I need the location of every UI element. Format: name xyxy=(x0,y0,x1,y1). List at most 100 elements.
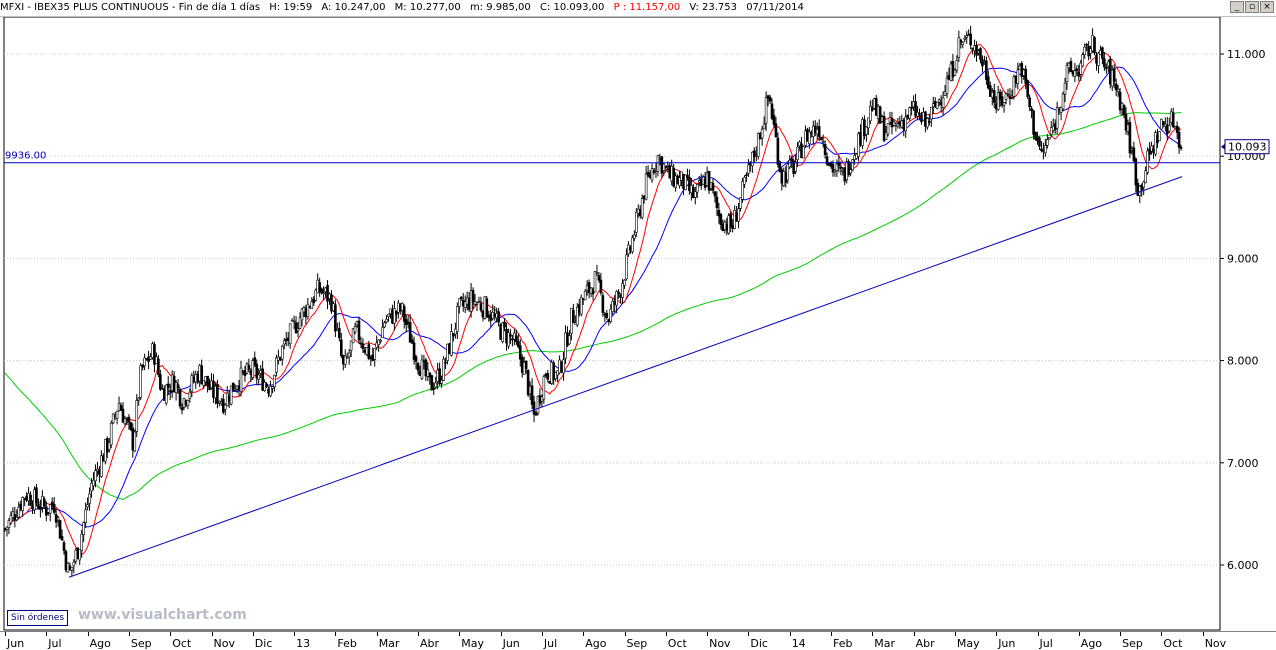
candle-body xyxy=(640,198,644,218)
candle-body xyxy=(9,515,13,524)
x-tick-label: Ago xyxy=(1080,637,1103,650)
maximize-button[interactable]: ▫ xyxy=(1245,1,1259,13)
candle-body xyxy=(292,320,296,323)
candle-body xyxy=(1101,47,1104,59)
candle-body xyxy=(1030,108,1033,111)
candle-body xyxy=(776,137,780,165)
candle-body xyxy=(1028,97,1031,108)
candle-body xyxy=(280,345,284,360)
x-tick xyxy=(707,632,709,636)
minimize-button[interactable]: _ xyxy=(1230,1,1244,13)
candle-body xyxy=(914,101,917,117)
trend-line xyxy=(68,176,1183,578)
x-tick-label: Jun xyxy=(502,637,520,650)
candle-body xyxy=(251,360,255,378)
candle-body xyxy=(326,284,329,302)
candle-body xyxy=(1128,122,1132,154)
x-tick-label: Jul xyxy=(48,637,62,650)
candle-body xyxy=(408,321,412,343)
candle-body xyxy=(778,161,782,172)
candle-body xyxy=(133,431,137,452)
candle-body xyxy=(202,380,205,386)
candle-body xyxy=(951,61,955,78)
candle-body xyxy=(1073,70,1077,77)
x-tick-label: May xyxy=(461,637,485,650)
ma-fast-line xyxy=(4,44,1182,556)
candle-body xyxy=(119,405,123,411)
candle-body xyxy=(306,303,310,318)
x-tick xyxy=(376,632,378,636)
x-tick xyxy=(541,632,543,636)
candle-body xyxy=(851,159,854,171)
candle-body xyxy=(955,59,959,71)
candle-body xyxy=(599,279,603,294)
candle-body xyxy=(1179,147,1183,149)
x-tick-label: Jul xyxy=(1039,637,1053,650)
candle-body xyxy=(501,322,504,343)
candle-body xyxy=(402,306,406,322)
candle-body xyxy=(7,520,11,528)
close-button[interactable]: × xyxy=(1260,1,1274,13)
candle-body xyxy=(1000,96,1004,106)
candle-body xyxy=(770,103,774,119)
candle-body xyxy=(159,374,162,390)
x-tick xyxy=(87,632,89,636)
symbol-label: MFXI - IBEX35 PLUS CONTINUOUS - Fin de d… xyxy=(0,2,261,13)
x-tick xyxy=(665,632,667,636)
x-tick xyxy=(5,632,6,636)
candle-body xyxy=(456,306,459,332)
candle-body xyxy=(910,107,913,109)
candle-body xyxy=(524,360,528,369)
x-tick-label: Nov xyxy=(709,637,731,650)
candle-body xyxy=(381,326,384,339)
candle-body xyxy=(58,520,62,539)
candle-body xyxy=(157,358,160,375)
candle-body xyxy=(1075,68,1079,72)
candle-body xyxy=(314,289,318,301)
candle-body xyxy=(357,320,361,341)
candle-body xyxy=(100,455,103,477)
price-chart[interactable]: 6.0007.0008.0009.00010.00011.0009936.001… xyxy=(0,17,1276,631)
window-controls: _ ▫ × xyxy=(1230,1,1274,13)
x-tick xyxy=(913,632,915,636)
x-tick xyxy=(211,632,213,636)
orders-button[interactable]: Sin órdenes xyxy=(7,610,69,626)
points-label: P : 11.157,00 xyxy=(613,2,681,13)
candle-body xyxy=(1158,131,1161,142)
candle-body xyxy=(633,234,636,239)
candle-body xyxy=(634,211,638,233)
candle-body xyxy=(664,166,668,168)
candle-body xyxy=(1026,80,1029,97)
x-tick xyxy=(1161,632,1163,636)
candle-body xyxy=(992,90,996,103)
candle-body xyxy=(479,303,483,311)
x-tick xyxy=(996,632,998,636)
candle-body xyxy=(88,493,91,504)
candle-body xyxy=(288,323,292,344)
candle-body xyxy=(515,335,518,343)
candle-body xyxy=(1154,132,1157,155)
candle-body xyxy=(385,318,388,323)
candle-body xyxy=(751,151,754,167)
candle-body xyxy=(143,357,146,367)
candle-body xyxy=(764,97,768,124)
candle-body xyxy=(1004,93,1008,100)
candle-body xyxy=(294,322,298,334)
x-tick xyxy=(128,632,130,636)
candle-body xyxy=(190,375,194,392)
candle-body xyxy=(178,389,182,407)
candle-body xyxy=(686,174,689,179)
candle-body xyxy=(819,137,823,141)
candle-body xyxy=(623,279,626,286)
y-tick-label: 8.000 xyxy=(1227,355,1259,368)
candle-body xyxy=(1085,43,1088,46)
candle-body xyxy=(1040,148,1043,151)
candle-body xyxy=(330,294,333,312)
chart-title-bar: MFXI - IBEX35 PLUS CONTINUOUS - Fin de d… xyxy=(0,0,1276,17)
last-price-label: 10.093 xyxy=(1228,141,1267,154)
candle-body xyxy=(929,106,933,120)
y-tick-label: 9.000 xyxy=(1227,252,1259,265)
candle-body xyxy=(526,369,530,396)
candle-body xyxy=(975,45,978,56)
candle-body xyxy=(825,156,829,165)
